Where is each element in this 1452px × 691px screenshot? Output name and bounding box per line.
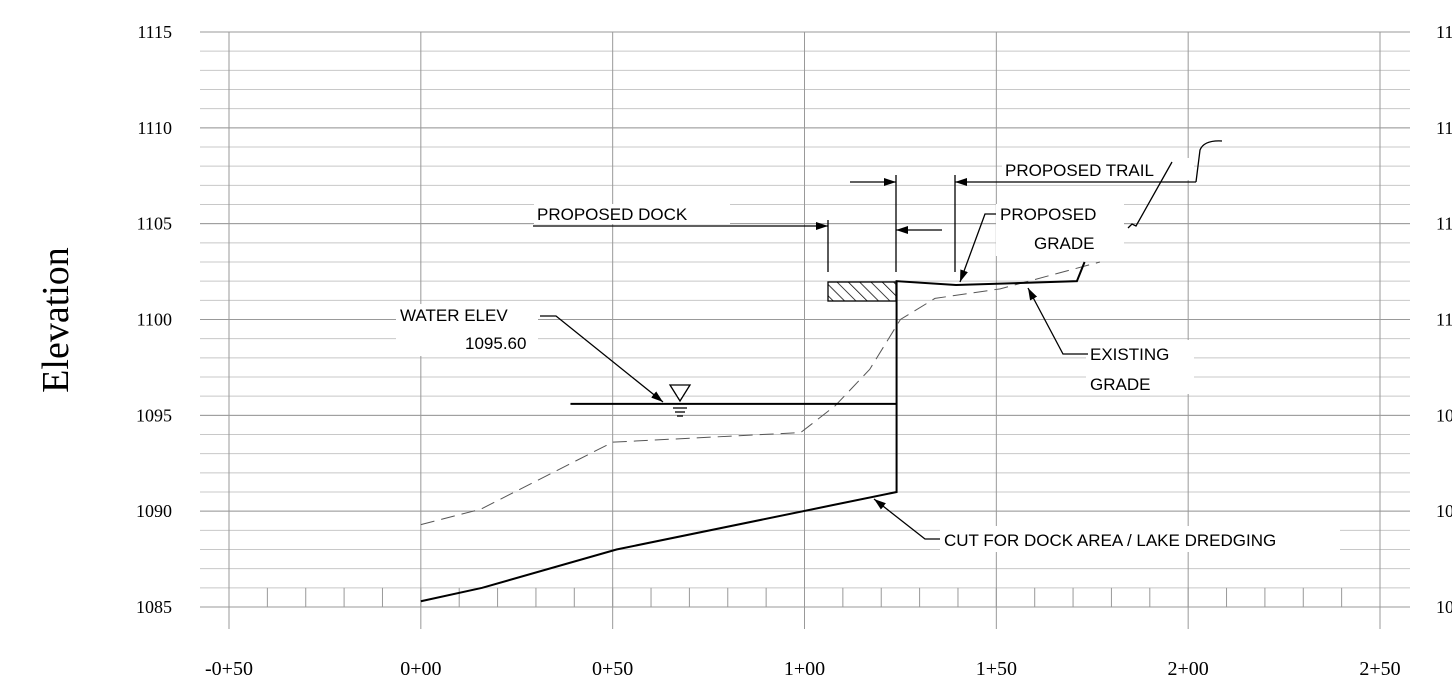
annotation: EXISTING: [1090, 345, 1169, 364]
y-tick-label: 1090: [1436, 501, 1452, 521]
annotation: CUT FOR DOCK AREA / LAKE DREDGING: [944, 531, 1276, 550]
y-tick-label: 1105: [1436, 214, 1452, 234]
annotation: PROPOSED: [1000, 205, 1096, 224]
leader: [1127, 161, 1173, 229]
y-tick-label: 1105: [137, 214, 172, 234]
profile-line: [420, 261, 1101, 526]
x-tick-label: -0+50: [205, 658, 253, 680]
label-bg: [396, 304, 538, 356]
annotation: 1095.60: [465, 334, 526, 353]
water-symbol: [668, 384, 692, 403]
y-tick-label: 1100: [137, 310, 172, 330]
leader: [1195, 140, 1223, 183]
annotations: PROPOSED DOCK PROPOSED TRAIL PROPOSED GR…: [396, 140, 1340, 552]
leader: [959, 213, 996, 283]
y-tick-label: 1095: [1436, 405, 1452, 425]
x-tick-label: 0+50: [592, 658, 633, 680]
x-tick-label: 1+50: [976, 658, 1017, 680]
y-tick-label: 1085: [1436, 597, 1452, 617]
annotation: GRADE: [1090, 375, 1150, 394]
annotation: WATER ELEV: [400, 306, 508, 325]
annotation: PROPOSED DOCK: [537, 205, 688, 224]
y-tick-label: 1095: [136, 405, 172, 425]
y-tick-label: 1085: [136, 597, 172, 617]
label-bg: [1086, 340, 1194, 394]
leader: [540, 315, 664, 403]
marks: [420, 261, 1101, 603]
label-bg: [1002, 158, 1194, 180]
grid: [200, 31, 1410, 629]
leader: [873, 498, 940, 540]
x-tick-label: 2+50: [1359, 658, 1400, 680]
y-tick-label: 1115: [137, 22, 172, 42]
profile-line: [420, 261, 1086, 603]
annotation: PROPOSED TRAIL: [1005, 161, 1154, 180]
annotation: GRADE: [1034, 234, 1094, 253]
y-tick-label: 1115: [1436, 22, 1452, 42]
y-tick-label: 1090: [136, 501, 172, 521]
y-tick-label: 1110: [1436, 118, 1452, 138]
dock: [827, 281, 897, 302]
x-tick-label: 0+00: [400, 658, 441, 680]
leader: [1027, 287, 1088, 355]
label-bg: [996, 204, 1124, 256]
label-bg: [534, 204, 730, 224]
y-tick-label: 1100: [1436, 310, 1452, 330]
label-bg: [940, 526, 1340, 552]
y-axis-label: Elevation: [35, 247, 77, 393]
y-tick-label: 1110: [137, 118, 172, 138]
x-tick-label: 1+00: [784, 658, 825, 680]
x-tick-label: 2+00: [1168, 658, 1209, 680]
